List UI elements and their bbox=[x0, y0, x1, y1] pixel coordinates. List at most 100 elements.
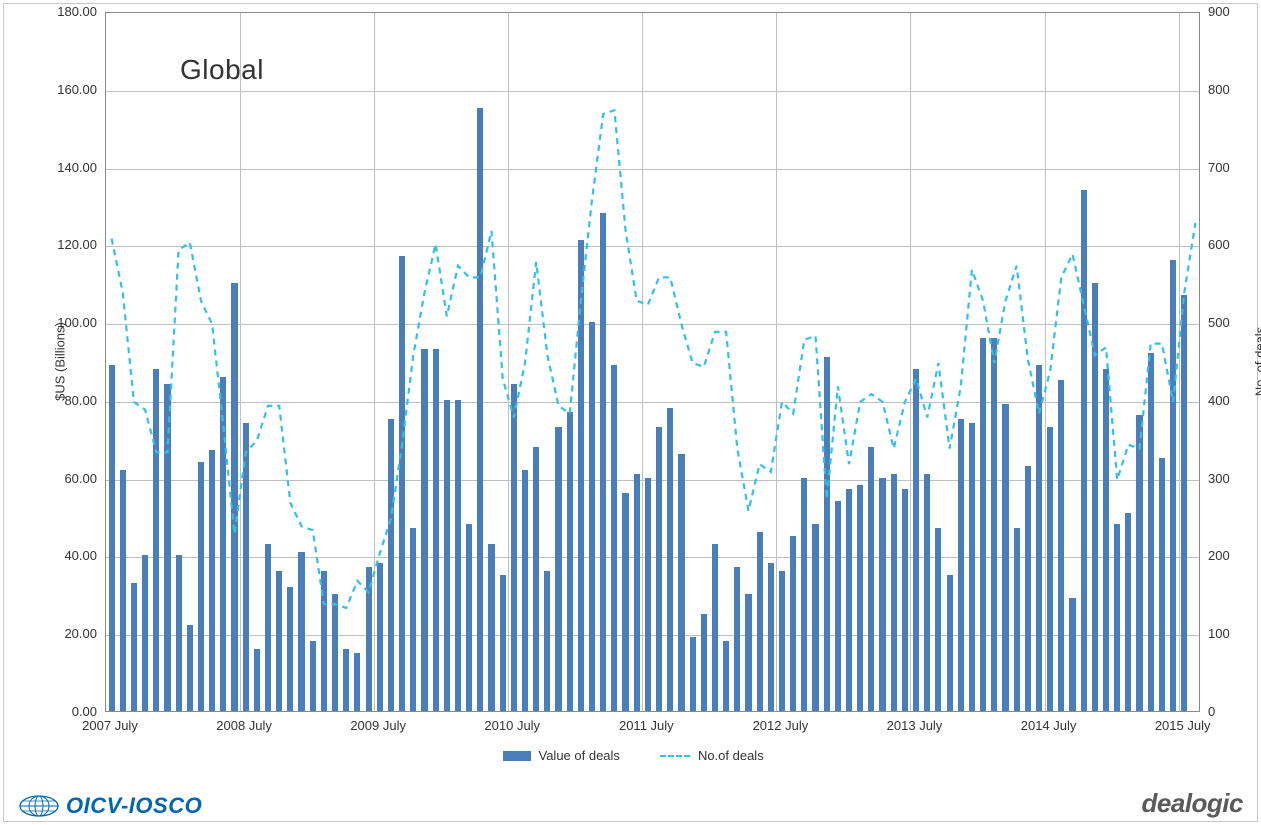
y2-tick-label: 300 bbox=[1208, 471, 1248, 486]
y1-tick-label: 0.00 bbox=[45, 704, 97, 719]
y2-axis-title: No. of deals bbox=[1253, 312, 1261, 412]
bar bbox=[812, 524, 818, 711]
bar bbox=[768, 563, 774, 711]
brand-dealogic: dealogic bbox=[1142, 788, 1243, 819]
bar bbox=[1014, 528, 1020, 711]
bar bbox=[678, 454, 684, 711]
bar bbox=[891, 474, 897, 711]
bar bbox=[1114, 524, 1120, 711]
bar bbox=[131, 583, 137, 711]
bar bbox=[231, 283, 237, 711]
bar bbox=[645, 478, 651, 711]
bar bbox=[120, 470, 126, 711]
y2-tick-label: 100 bbox=[1208, 626, 1248, 641]
bar bbox=[176, 555, 182, 711]
bars-layer bbox=[106, 13, 1199, 711]
bar bbox=[220, 377, 226, 711]
y1-tick-label: 60.00 bbox=[45, 471, 97, 486]
bar bbox=[824, 357, 830, 711]
bar bbox=[500, 575, 506, 711]
bar bbox=[243, 423, 249, 711]
bar bbox=[622, 493, 628, 711]
y1-tick-label: 20.00 bbox=[45, 626, 97, 641]
bar bbox=[388, 419, 394, 711]
bar bbox=[544, 571, 550, 711]
bar bbox=[667, 408, 673, 711]
bar bbox=[1148, 353, 1154, 711]
bar bbox=[410, 528, 416, 711]
bar bbox=[1092, 283, 1098, 711]
legend-bar-swatch bbox=[503, 751, 531, 761]
bar bbox=[1025, 466, 1031, 711]
x-tick-label: 2015 July bbox=[1143, 718, 1223, 733]
bar bbox=[980, 338, 986, 711]
bar bbox=[801, 478, 807, 711]
bar bbox=[109, 365, 115, 711]
legend-line-label: No.of deals bbox=[698, 748, 764, 763]
y2-tick-label: 600 bbox=[1208, 237, 1248, 252]
legend-line-swatch bbox=[660, 755, 690, 757]
bar bbox=[321, 571, 327, 711]
y1-tick-label: 180.00 bbox=[45, 4, 97, 19]
legend-bar-label: Value of deals bbox=[539, 748, 620, 763]
chart-title: Global bbox=[180, 54, 264, 86]
bar bbox=[298, 552, 304, 711]
bar bbox=[209, 450, 215, 711]
y2-tick-label: 200 bbox=[1208, 548, 1248, 563]
bar bbox=[533, 447, 539, 711]
x-tick-label: 2013 July bbox=[874, 718, 954, 733]
bar bbox=[589, 322, 595, 711]
bar bbox=[254, 649, 260, 711]
bar bbox=[1069, 598, 1075, 711]
legend: Value of deals No.of deals bbox=[503, 748, 764, 763]
brand-iosco: OICV-IOSCO bbox=[18, 793, 202, 819]
bar bbox=[857, 485, 863, 711]
bar bbox=[991, 338, 997, 711]
bar bbox=[958, 419, 964, 711]
bar bbox=[600, 213, 606, 711]
bar bbox=[310, 641, 316, 711]
bar bbox=[399, 256, 405, 711]
bar bbox=[511, 384, 517, 711]
bar bbox=[1181, 295, 1187, 711]
bar bbox=[455, 400, 461, 711]
bar bbox=[332, 594, 338, 711]
bar bbox=[578, 240, 584, 711]
bar bbox=[1159, 458, 1165, 711]
bar bbox=[969, 423, 975, 711]
bar bbox=[488, 544, 494, 711]
bar bbox=[712, 544, 718, 711]
x-tick-label: 2010 July bbox=[472, 718, 552, 733]
bar bbox=[567, 412, 573, 711]
bar bbox=[879, 478, 885, 711]
bar bbox=[835, 501, 841, 711]
bar bbox=[444, 400, 450, 711]
bar bbox=[1047, 427, 1053, 711]
bar bbox=[634, 474, 640, 711]
x-tick-label: 2009 July bbox=[338, 718, 418, 733]
bar bbox=[1058, 380, 1064, 711]
bar bbox=[1125, 513, 1131, 711]
bar bbox=[354, 653, 360, 711]
bar bbox=[913, 369, 919, 711]
y2-tick-label: 500 bbox=[1208, 315, 1248, 330]
y2-tick-label: 800 bbox=[1208, 82, 1248, 97]
legend-item-line: No.of deals bbox=[660, 748, 764, 763]
plot-area bbox=[105, 12, 1200, 712]
bar bbox=[734, 567, 740, 711]
brand-iosco-text: OICV-IOSCO bbox=[66, 793, 202, 819]
bar bbox=[935, 528, 941, 711]
bar bbox=[1002, 404, 1008, 711]
bar bbox=[1081, 190, 1087, 711]
x-tick-label: 2012 July bbox=[740, 718, 820, 733]
legend-item-bar: Value of deals bbox=[503, 748, 620, 763]
bar bbox=[477, 108, 483, 711]
y2-tick-label: 0 bbox=[1208, 704, 1248, 719]
bar bbox=[690, 637, 696, 711]
bar bbox=[723, 641, 729, 711]
bar bbox=[846, 489, 852, 711]
bar bbox=[142, 555, 148, 711]
x-tick-label: 2011 July bbox=[606, 718, 686, 733]
bar bbox=[757, 532, 763, 711]
bar bbox=[924, 474, 930, 711]
